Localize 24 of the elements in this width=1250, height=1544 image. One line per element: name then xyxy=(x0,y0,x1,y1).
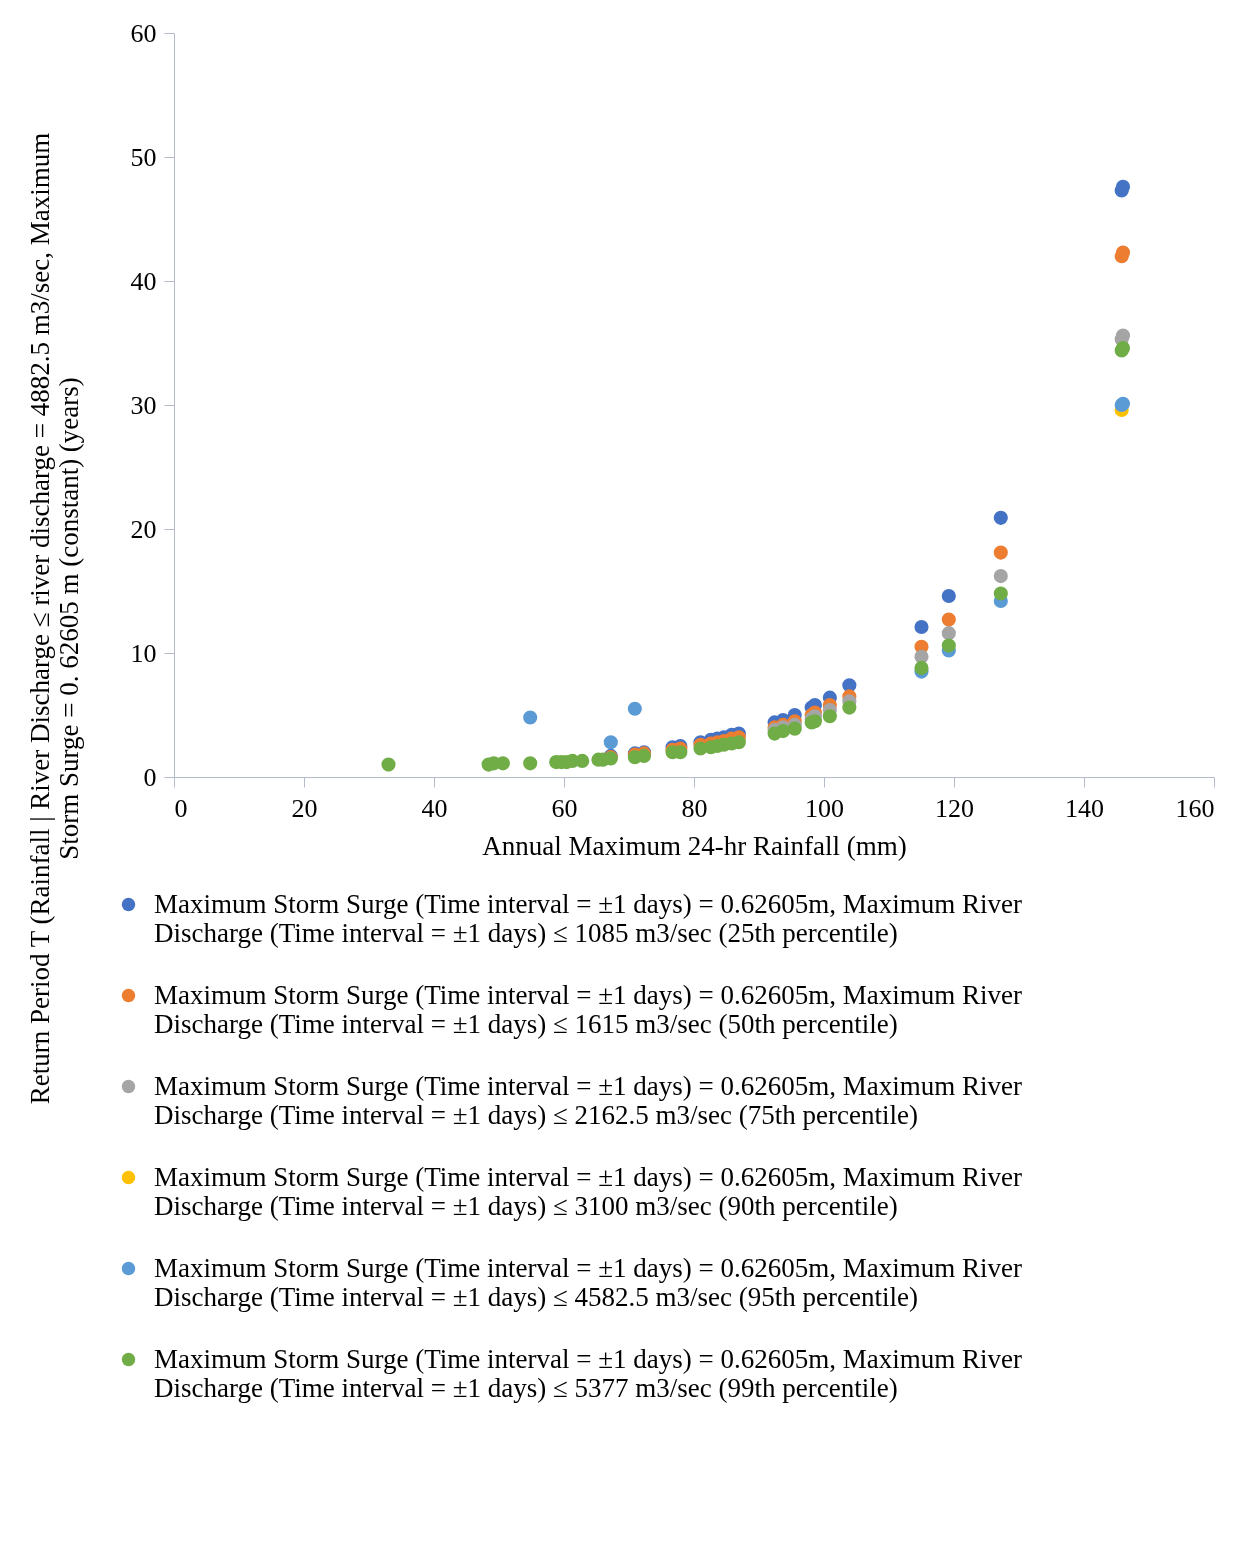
y-tick-label: 30 xyxy=(130,390,157,420)
legend-label: Maximum Storm Surge (Time interval = ±1 days) = 0.62605m, Maximum River Discharge (Time interval = ±1 days) ≤ 1615 m3/sec (50th percentile) xyxy=(154,979,1022,1039)
x-tick-label: 140 xyxy=(1065,793,1104,823)
x-tick-label: 100 xyxy=(805,793,844,823)
legend-label: Maximum Storm Surge (Time interval = ±1 days) = 0.62605m, Maximum River Discharge (Time interval = ±1 days) ≤ 5377 m3/sec (99th percentile) xyxy=(154,1343,1022,1403)
legend-label: Maximum Storm Surge (Time interval = ±1 days) = 0.62605m, Maximum River Discharge (Time interval = ±1 days) ≤ 4582.5 m3/sec (95th percentile) xyxy=(154,1252,1022,1312)
y-tick-label: 50 xyxy=(130,142,157,172)
y-tick-label: 10 xyxy=(130,638,157,668)
legend-label: Maximum Storm Surge (Time interval = ±1 days) = 0.62605m, Maximum River Discharge (Time interval = ±1 days) ≤ 2162.5 m3/sec (75th percentile) xyxy=(154,1070,1022,1130)
x-tick-label: 160 xyxy=(1175,793,1215,823)
x-tick-label: 80 xyxy=(681,793,708,823)
x-tick-label: 40 xyxy=(421,793,448,823)
legend-label: Maximum Storm Surge (Time interval = ±1 days) = 0.62605m, Maximum River Discharge (Time interval = ±1 days) ≤ 1085 m3/sec (25th percentile) xyxy=(154,888,1022,948)
y-tick-label: 20 xyxy=(130,514,157,544)
x-tick-label: 120 xyxy=(935,793,974,823)
x-tick-label: 60 xyxy=(551,793,578,823)
y-tick-label: 40 xyxy=(130,266,157,296)
x-tick-label: 20 xyxy=(291,793,318,823)
x-tick-label: 0 xyxy=(174,793,188,823)
y-axis-title: Return Period T (Rainfall | River Discharge ≤ river discharge = 4882.5 m3/sec, Maximum Storm Surge = 0. 62605 m (constant) (years) xyxy=(24,132,84,1105)
y-tick-label: 60 xyxy=(130,18,157,48)
x-axis-title: Annual Maximum 24-hr Rainfall (mm) xyxy=(482,830,907,861)
legend-label: Maximum Storm Surge (Time interval = ±1 days) = 0.62605m, Maximum River Discharge (Time interval = ±1 days) ≤ 3100 m3/sec (90th percentile) xyxy=(154,1161,1022,1221)
y-tick-label: 0 xyxy=(143,762,157,792)
